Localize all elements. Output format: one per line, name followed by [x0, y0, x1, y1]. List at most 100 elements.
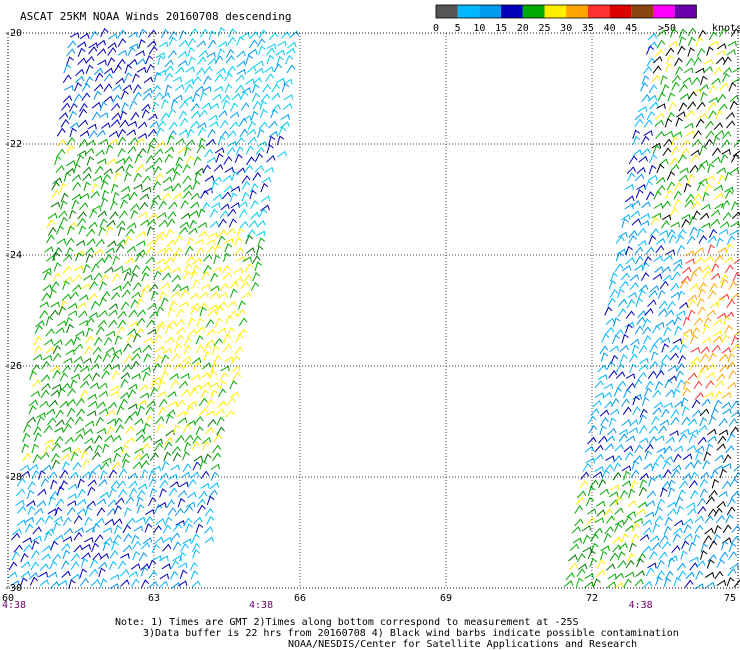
wind-barb — [105, 247, 115, 254]
wind-barb — [77, 478, 85, 488]
legend-swatch — [609, 5, 632, 18]
wind-barb — [44, 338, 54, 346]
wind-barb — [42, 267, 52, 274]
wind-barb — [94, 72, 104, 82]
wind-barb — [191, 357, 202, 364]
wind-barb — [697, 112, 708, 120]
wind-barb — [231, 365, 241, 373]
wind-barb — [641, 135, 650, 145]
wind-barb — [217, 135, 226, 146]
wind-barb — [732, 272, 740, 282]
wind-barb — [608, 370, 618, 379]
wind-barb — [82, 357, 92, 364]
wind-barb — [250, 211, 260, 220]
wind-barb — [60, 200, 68, 210]
wind-barb — [720, 153, 729, 164]
wind-barb — [177, 497, 186, 508]
wind-barb — [718, 228, 729, 235]
wind-barb — [102, 352, 111, 363]
wind-barb — [222, 99, 230, 110]
wind-barb — [716, 43, 727, 50]
wind-barb — [725, 111, 735, 120]
wind-barb — [219, 130, 229, 140]
wind-barb — [100, 197, 109, 208]
wind-barb — [649, 285, 660, 293]
wind-barb — [652, 273, 663, 280]
wind-barb — [619, 344, 629, 353]
wind-barb — [26, 489, 35, 500]
wind-barb — [216, 426, 225, 436]
wind-barb — [621, 218, 629, 228]
wind-barb — [731, 211, 740, 219]
wind-barb — [34, 432, 42, 442]
wind-barb — [652, 65, 662, 74]
wind-barb — [79, 202, 89, 211]
wind-barb — [707, 235, 717, 244]
wind-barb — [671, 271, 681, 280]
wind-barb — [236, 50, 246, 58]
wind-barb — [62, 516, 72, 526]
wind-barb — [180, 199, 189, 209]
wind-barb — [714, 129, 725, 138]
wind-barb — [64, 436, 74, 445]
wind-barb — [697, 506, 707, 515]
wind-barb — [611, 398, 620, 407]
wind-barb — [212, 452, 222, 461]
wind-barb — [49, 288, 57, 299]
wind-barb — [254, 261, 262, 272]
wind-barb — [589, 533, 599, 542]
wind-barb — [235, 146, 244, 156]
wind-barb — [107, 47, 117, 56]
wind-barb — [114, 417, 123, 427]
wind-barb — [63, 423, 72, 433]
wind-barb — [649, 343, 658, 353]
wind-barb — [683, 328, 693, 335]
wind-barb — [236, 68, 246, 75]
wind-barb — [714, 524, 722, 535]
wind-barb — [707, 101, 717, 111]
wind-barb — [712, 533, 721, 544]
wind-barb — [88, 130, 98, 139]
wind-barb — [129, 191, 138, 201]
wind-barb — [681, 139, 691, 148]
wind-barb — [623, 445, 634, 453]
wind-barb — [639, 220, 650, 227]
wind-barb — [95, 257, 106, 266]
wind-barb — [727, 381, 737, 390]
wind-barb — [704, 138, 713, 148]
wind-barb — [604, 306, 613, 316]
wind-barb — [685, 193, 695, 203]
wind-barb — [704, 392, 714, 398]
wind-barb — [207, 418, 217, 427]
wind-barb — [192, 361, 202, 371]
wind-barb — [50, 365, 60, 372]
wind-barb — [127, 472, 138, 480]
wind-barb — [690, 471, 699, 481]
wind-barb — [208, 489, 218, 498]
wind-barb — [259, 108, 268, 119]
wind-barb — [140, 579, 150, 589]
wind-barb — [714, 454, 724, 462]
wind-barb — [28, 399, 39, 407]
wind-barb — [708, 97, 719, 103]
wind-barb — [204, 148, 214, 158]
wind-barb — [650, 216, 660, 226]
wind-barb — [88, 292, 98, 301]
wind-barb — [654, 265, 664, 273]
wind-barb — [85, 55, 95, 64]
wind-barb — [91, 183, 100, 193]
wind-barb — [155, 258, 166, 265]
wind-barb — [721, 540, 729, 551]
wind-barb — [726, 235, 736, 245]
wind-barb — [632, 406, 641, 416]
wind-barb — [647, 370, 657, 380]
wind-barb — [140, 443, 151, 452]
wind-barb — [98, 226, 107, 237]
wind-barb — [182, 538, 192, 545]
wind-barb — [22, 537, 32, 544]
wind-barb — [115, 165, 125, 173]
wind-barb — [214, 55, 224, 64]
wind-barb — [172, 541, 182, 551]
wind-barb — [85, 64, 94, 74]
wind-barb — [41, 545, 52, 553]
